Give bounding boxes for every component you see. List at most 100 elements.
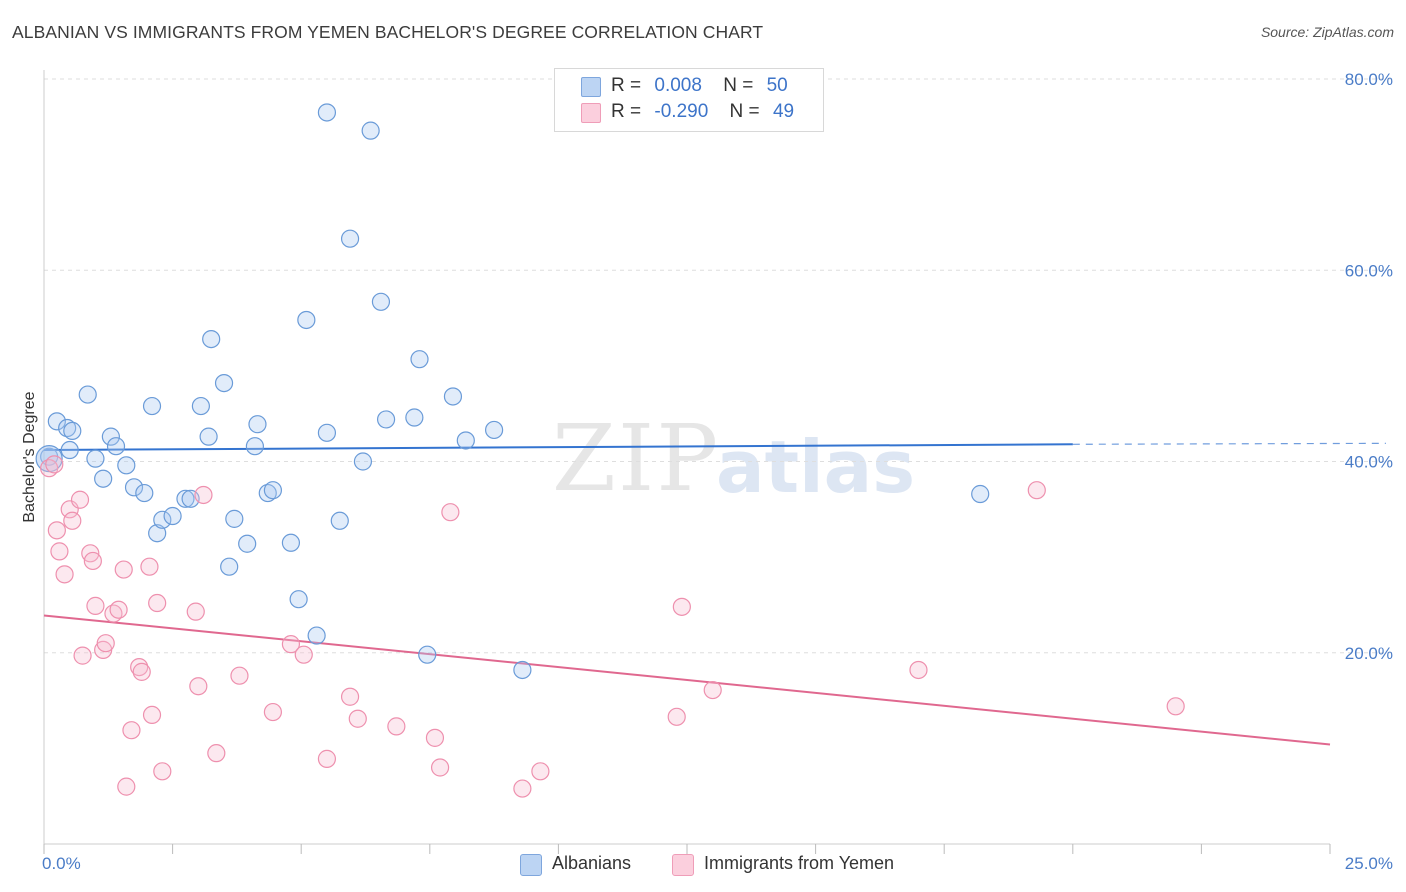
yemen-point [63, 511, 82, 530]
yemen-point [387, 717, 406, 736]
yemen-point [83, 551, 102, 571]
albanian-point [148, 524, 167, 543]
trend-lines [43, 442, 1387, 746]
albanian-point [297, 310, 316, 330]
albanian-point [47, 412, 66, 431]
yemen-point [114, 560, 133, 579]
albanian-point [176, 489, 195, 508]
yemen-point [142, 705, 162, 725]
yemen-point [130, 657, 149, 677]
legend-n-value: 50 [766, 75, 788, 96]
yemen-point [317, 749, 337, 768]
albanian-point [58, 418, 77, 438]
yemen-point [55, 565, 74, 584]
yemen-point [45, 455, 64, 474]
yemen-point [441, 503, 460, 522]
grid-lines [44, 78, 1393, 654]
albanian-point [220, 557, 239, 576]
legend-r-value: -0.290 [654, 101, 709, 122]
albanian-point [135, 483, 154, 503]
yemen-point [207, 744, 226, 763]
yemen-point [70, 490, 90, 509]
yemen-point [132, 662, 151, 681]
albanian-point [340, 229, 360, 248]
albanian-point [94, 469, 113, 488]
albanian-point [238, 534, 257, 553]
yemen-point [348, 709, 367, 728]
albanian-point [163, 506, 182, 526]
yemen-point [294, 645, 313, 664]
yemen-point [672, 597, 691, 616]
yemen-point [667, 707, 686, 726]
yemen-point [281, 635, 301, 654]
albanian-point [199, 427, 218, 446]
albanian-point [410, 350, 429, 369]
albanian-point [307, 626, 326, 645]
albanian-point [971, 484, 990, 504]
yemen-point [86, 596, 105, 615]
yemen-point [186, 602, 205, 621]
yemen-point [340, 687, 360, 706]
yemen-point [96, 634, 115, 653]
chart-title: ALBANIAN VS IMMIGRANTS FROM YEMEN BACHEL… [12, 22, 764, 42]
yemen-point [73, 646, 92, 665]
source-credit: Source: ZipAtlas.com [1260, 24, 1394, 40]
albanian-point [361, 121, 380, 140]
y-tick-label: 20.0% [1345, 644, 1393, 663]
x-tick-label-max: 25.0% [1345, 854, 1393, 873]
albanian-point [353, 452, 373, 471]
legend-n-label: N = [723, 75, 754, 96]
albanian-point [281, 533, 301, 552]
albanian-point [63, 421, 82, 440]
albanian-point [263, 481, 283, 500]
albanian-point [142, 396, 162, 416]
albanian-point [330, 511, 349, 530]
albanian-point [371, 292, 391, 311]
x-tick-label-min: 0.0% [42, 854, 81, 873]
albanian-point [405, 408, 424, 427]
yemen-point [513, 779, 532, 798]
correlation-legend: R = 0.008 N = 50 R = -0.290 N = 49 [554, 68, 824, 132]
albanian-point [245, 437, 265, 456]
albanian-point [376, 410, 396, 429]
trend-line-extension [1072, 442, 1387, 445]
albanian-point [418, 645, 437, 664]
yemen-point [909, 660, 928, 680]
albanian-point [191, 396, 210, 416]
yemen-point [703, 680, 722, 700]
legend-swatch-yemen [581, 103, 601, 123]
series-swatch-yemen [672, 854, 694, 876]
trend-line-albanians [43, 443, 1073, 452]
legend-n-label: N = [729, 101, 760, 122]
albanian-point [214, 373, 234, 393]
watermark: ZIP atlas [552, 405, 915, 512]
albanian-point [456, 431, 475, 450]
albanian-point [485, 420, 504, 440]
series-legend: Albanians Immigrants from Yemen [0, 852, 1406, 878]
albanian-point [225, 509, 244, 528]
watermark-zip: ZIP [552, 405, 720, 512]
albanian-point [258, 483, 277, 503]
data-points [35, 103, 1185, 798]
legend-r-label: R = [611, 75, 642, 96]
albanian-point [202, 330, 221, 349]
yemen-point [117, 777, 136, 796]
albanian-point [86, 449, 105, 468]
legend-r-value: 0.008 [654, 75, 702, 96]
y-tick-label: 40.0% [1345, 453, 1393, 472]
y-tick-label: 60.0% [1345, 261, 1393, 280]
yemen-point [148, 593, 167, 613]
yemen-point [140, 557, 159, 576]
yemen-point [263, 702, 283, 722]
x-ticks [43, 844, 1331, 854]
albanian-point [317, 103, 337, 122]
albanian-point [117, 456, 136, 475]
albanian-point [153, 510, 172, 529]
yemen-point [47, 521, 66, 540]
albanian-point [443, 387, 463, 406]
watermark-atlas: atlas [716, 425, 915, 509]
series-swatch-albanians [520, 854, 542, 876]
yemen-point [50, 542, 69, 561]
trend-line-yemen [43, 614, 1331, 746]
